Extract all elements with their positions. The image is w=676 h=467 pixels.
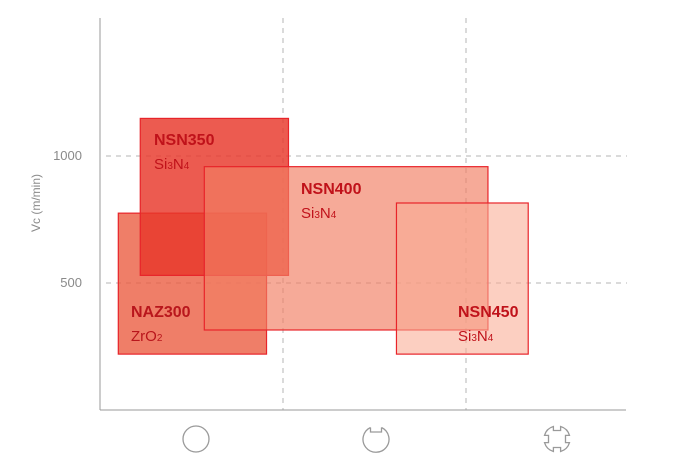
box-material-nsn450: Si3N4 bbox=[458, 328, 494, 345]
box-name-nsn450: NSN450 bbox=[458, 304, 519, 321]
box-labels: NAZ300 ZrO2 NSN350 Si3N4 NSN400 Si3N4 NSN450 Si… bbox=[131, 132, 519, 345]
box-material-naz300: ZrO2 bbox=[131, 328, 163, 345]
y-tick-label: 500 bbox=[60, 275, 82, 290]
category-icons bbox=[182, 425, 571, 453]
box-nsn450 bbox=[395, 202, 529, 355]
box-material-nsn350: Si3N4 bbox=[154, 156, 190, 173]
light-interrupted-cut-icon bbox=[362, 426, 390, 453]
box-name-nsn400: NSN400 bbox=[301, 181, 362, 198]
y-tick-label: 1000 bbox=[53, 148, 82, 163]
axes: 500 1000 Vc (m/min) bbox=[29, 18, 626, 411]
heavy-interrupted-cut-icon bbox=[543, 425, 571, 453]
box-material-nsn400: Si3N4 bbox=[301, 205, 337, 222]
data-boxes bbox=[117, 117, 529, 355]
box-name-naz300: NAZ300 bbox=[131, 304, 191, 321]
continuous-cut-icon bbox=[182, 425, 210, 453]
y-axis-title: Vc (m/min) bbox=[29, 174, 43, 232]
box-name-nsn350: NSN350 bbox=[154, 132, 215, 149]
